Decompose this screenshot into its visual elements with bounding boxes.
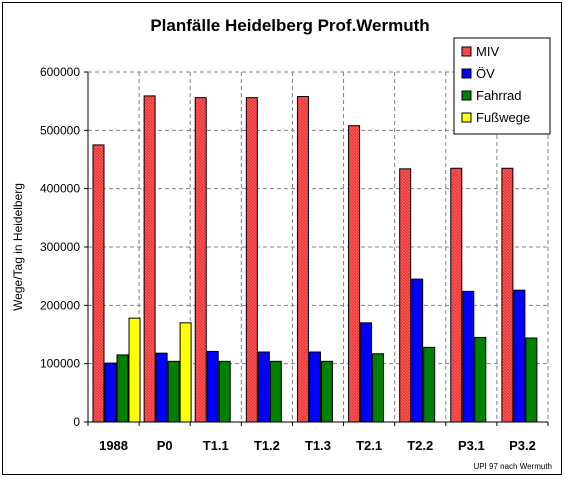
bar-öv-p3-2 (513, 289, 526, 423)
y-axis-label: Wege/Tag in Heidelberg (11, 183, 25, 311)
bar-öv-t1-2 (257, 351, 270, 423)
bar-fahrrad-p3-2 (525, 337, 538, 423)
bar-fahrrad-1988 (116, 354, 129, 423)
bar-öv-p0 (155, 352, 168, 423)
bar-fußwege-1988 (128, 317, 141, 423)
y-tick-label: 500000 (40, 123, 80, 137)
bars (92, 95, 538, 423)
legend-swatch-miv (461, 46, 472, 57)
legend-swatch-öv (461, 68, 472, 79)
bar-miv-t1-2 (245, 97, 258, 423)
x-category-label: T1.1 (203, 438, 229, 453)
legend-label: MIV (476, 44, 499, 59)
bar-miv-p0 (143, 95, 156, 423)
bar-öv-t2-2 (411, 278, 424, 423)
x-category-label: T1.3 (305, 438, 331, 453)
bar-öv-t2-1 (360, 322, 373, 423)
bar-miv-p3-2 (501, 167, 514, 423)
bar-öv-1988 (104, 362, 117, 423)
y-tick-labels: 0 100000 200000 300000 400000 500000 600000 (40, 65, 80, 429)
legend-label: ÖV (476, 66, 495, 81)
legend-swatch-fahrrad (461, 90, 472, 101)
bar-fahrrad-p0 (167, 360, 180, 423)
x-category-label: T1.2 (254, 438, 280, 453)
x-category-label: P3.2 (509, 438, 536, 453)
legend: MIV ÖV Fahrrad Fußwege (453, 37, 551, 135)
chart-title: Planfälle Heidelberg Prof.Wermuth (150, 16, 429, 35)
bar-miv-p3-1 (450, 167, 463, 423)
bar-fahrrad-t2-1 (372, 353, 385, 423)
bar-miv-1988 (92, 144, 105, 423)
y-tick-label: 300000 (40, 240, 80, 254)
x-category-label: T2.2 (407, 438, 433, 453)
bar-fußwege-p0 (179, 322, 192, 423)
source-note: UPI 97 nach Wermuth (473, 462, 552, 471)
x-category-label: T2.1 (356, 438, 382, 453)
x-category-label: P0 (157, 438, 173, 453)
bar-fahrrad-t1-1 (218, 360, 231, 423)
bar-fahrrad-p3-1 (474, 336, 487, 423)
legend-label: Fahrrad (476, 88, 522, 103)
bar-öv-p3-1 (462, 290, 475, 423)
bar-miv-t2-1 (348, 125, 361, 423)
x-category-labels: 1988 P0 T1.1 T1.2 T1.3 T2.1 T2.2 P3.1 P3.2 (99, 438, 536, 453)
bar-fahrrad-t2-2 (423, 346, 436, 423)
y-tick-label: 400000 (40, 182, 80, 196)
legend-label: Fußwege (476, 110, 530, 125)
x-category-label: P3.1 (458, 438, 485, 453)
bar-miv-t1-3 (296, 96, 309, 423)
y-tick-label: 600000 (40, 65, 80, 79)
y-tick-label: 0 (73, 415, 80, 429)
bar-fahrrad-t1-2 (269, 360, 282, 423)
bar-öv-t1-1 (206, 350, 219, 423)
y-tick-label: 100000 (40, 357, 80, 371)
y-tick-label: 200000 (40, 298, 80, 312)
legend-swatch-fußwege (461, 112, 472, 123)
bar-fahrrad-t1-3 (320, 360, 333, 423)
bar-miv-t1-1 (194, 97, 207, 423)
bar-öv-t1-3 (308, 351, 321, 423)
bar-miv-t2-2 (399, 168, 412, 423)
x-category-label: 1988 (99, 438, 128, 453)
